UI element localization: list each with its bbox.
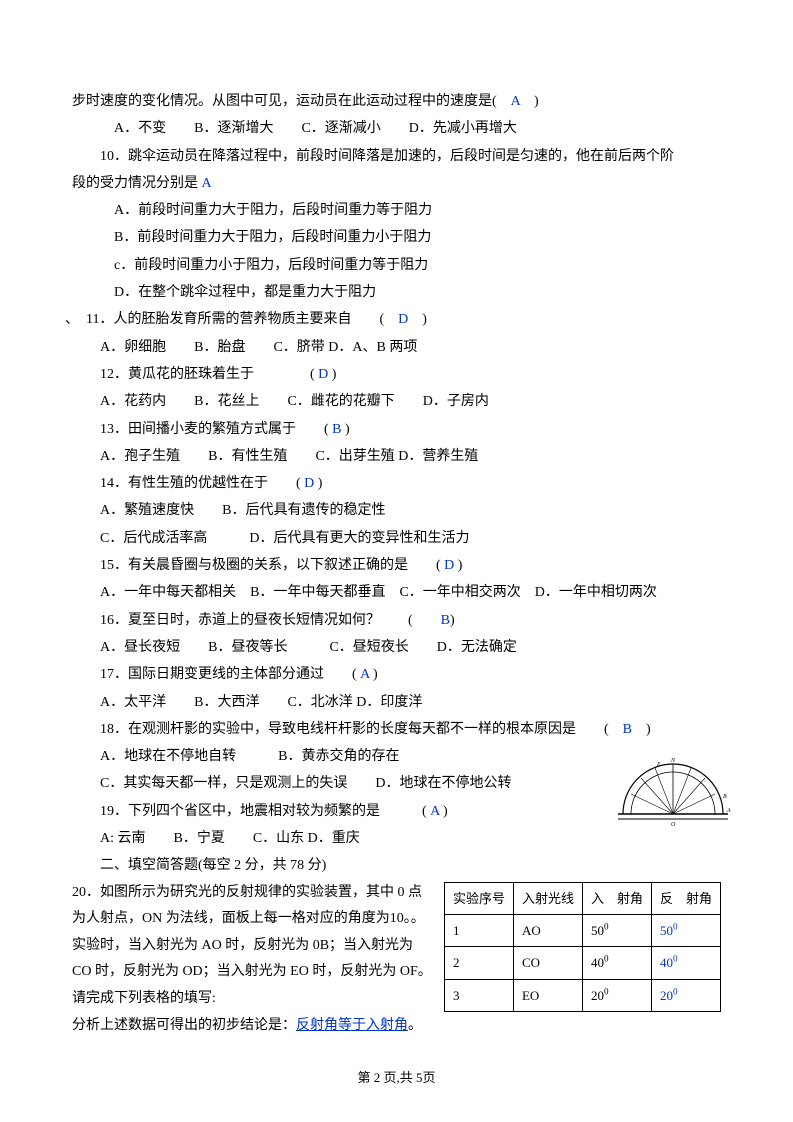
q20-container: 20．如图所示为研究光的反射规律的实验装置，其中 0 点为人射点，ON 为法线，… xyxy=(72,880,721,1040)
answer: D xyxy=(444,558,454,573)
answer: B xyxy=(441,613,450,628)
q10-opt-b: B．前段时间重力大于阻力，后段时间重力小于阻力 xyxy=(72,224,721,251)
page-footer: 第 2 页,共 5页 xyxy=(0,1065,793,1090)
section-2-header: 二、填空简答题(每空 2 分，共 78 分) xyxy=(72,852,721,879)
table-header-row: 实验序号 入射光线 入 射角 反 射角 xyxy=(444,882,720,914)
q16-stem: 16．夏至日时，赤道上的昼夜长短情况如何？ ( B) xyxy=(72,607,721,634)
text: ) xyxy=(370,667,378,682)
cell-ray: EO xyxy=(513,979,582,1011)
q13-stem: 13．田间播小麦的繁殖方式属于 ( B ) xyxy=(72,416,721,443)
text: ) xyxy=(632,722,651,737)
col-seq: 实验序号 xyxy=(444,882,513,914)
text: 16．夏至日时，赤道上的昼夜长短情况如何？ ( xyxy=(100,613,441,628)
svg-text:O: O xyxy=(671,822,676,828)
q14-opt-a: A．繁殖速度快 B．后代具有遗传的稳定性 xyxy=(72,497,721,524)
cell-ray: AO xyxy=(513,914,582,946)
q19-options: A: 云南 B．宁夏 C．山东 D．重庆 xyxy=(72,825,721,852)
text: 18．在观测杆影的实验中，导致电线杆杆影的长度每天都不一样的根本原因是 ( xyxy=(100,722,623,737)
cell-out: 400 xyxy=(651,947,720,979)
cell-out: 200 xyxy=(651,979,720,1011)
text: 段的受力情况分别是 xyxy=(72,176,202,191)
answer: D xyxy=(318,367,328,382)
marker: 、 xyxy=(65,312,72,327)
table-row: 1 AO 500 500 xyxy=(444,914,720,946)
text: 12．黄瓜花的胚珠着生于 ( xyxy=(100,367,318,382)
q20-body: 20．如图所示为研究光的反射规律的实验装置，其中 0 点为人射点，ON 为法线，… xyxy=(72,885,432,1006)
text: 17．国际日期变更线的主体部分通过 ( xyxy=(100,667,360,682)
text: ) xyxy=(342,422,350,437)
text: 19．下列四个省区中，地震相对较为频繁的是 ( xyxy=(100,804,430,819)
q10-opt-a: A．前段时间重力大于阻力，后段时间重力等于阻力 xyxy=(72,197,721,224)
svg-text:E: E xyxy=(656,762,661,768)
text: 步时速度的变化情况。从图中可见，运动员在此运动过程中的速度是( xyxy=(72,94,511,109)
cell-seq: 3 xyxy=(444,979,513,1011)
svg-text:A: A xyxy=(726,808,731,814)
col-in: 入 射角 xyxy=(582,882,651,914)
table-row: 2 CO 400 400 xyxy=(444,947,720,979)
q10-stem-2: 段的受力情况分别是 A xyxy=(72,170,721,197)
text: ) xyxy=(408,312,427,327)
cell-seq: 2 xyxy=(444,947,513,979)
answer: A xyxy=(430,804,439,819)
cell-in: 200 xyxy=(582,979,651,1011)
footer-post: 页 xyxy=(423,1070,436,1085)
footer-mid: 页,共 xyxy=(380,1070,416,1085)
q15-stem: 15．有关晨昏圈与极圈的关系，以下叙述正确的是 ( D ) xyxy=(72,552,721,579)
text: ) xyxy=(454,558,462,573)
answer: A xyxy=(202,176,212,191)
q20-conclusion-post: 。 xyxy=(408,1018,422,1033)
q-intro-options: A．不变 B．逐渐增大 C．逐渐减小 D．先减小再增大 xyxy=(72,115,721,142)
q10-stem-1: 10．跳伞运动员在降落过程中，前段时间降落是加速的，后段时间是匀速的，他在前后两… xyxy=(72,143,721,170)
q11-stem: 、 11．人的胚胎发育所需的营养物质主要来自 ( D ) xyxy=(72,306,721,333)
answer: A xyxy=(360,667,369,682)
svg-text:N: N xyxy=(670,758,676,764)
col-out: 反 射角 xyxy=(651,882,720,914)
text: ) xyxy=(440,804,448,819)
cell-seq: 1 xyxy=(444,914,513,946)
cell-ray: CO xyxy=(513,947,582,979)
q14-opt-c: C．后代成活率高 D．后代具有更大的变异性和生活力 xyxy=(72,525,721,552)
q17-stem: 17．国际日期变更线的主体部分通过 ( A ) xyxy=(72,661,721,688)
q20-conclusion-pre: 分析上述数据可得出的初步结论是： xyxy=(72,1018,296,1033)
text: 13．田间播小麦的繁殖方式属于 ( xyxy=(100,422,332,437)
q10-opt-c: c．前段时间重力小于阻力，后段时间重力等于阻力 xyxy=(72,252,721,279)
answer: D xyxy=(304,476,314,491)
table-row: 3 EO 200 200 xyxy=(444,979,720,1011)
q17-options: A．太平洋 B．大西洋 C．北冰洋 D．印度洋 xyxy=(72,689,721,716)
q13-options: A．孢子生殖 B．有性生殖 C．出芽生殖 D．营养生殖 xyxy=(72,443,721,470)
answer: B xyxy=(332,422,341,437)
text: ) xyxy=(314,476,322,491)
footer-pre: 第 xyxy=(357,1070,373,1085)
col-ray: 入射光线 xyxy=(513,882,582,914)
cell-in: 400 xyxy=(582,947,651,979)
q10-opt-d: D．在整个跳伞过程中，都是重力大于阻力 xyxy=(72,279,721,306)
text: 11．人的胚胎发育所需的营养物质主要来自 ( xyxy=(86,312,398,327)
protractor-icon: N E B A O xyxy=(613,756,733,828)
q-intro-stem: 步时速度的变化情况。从图中可见，运动员在此运动过程中的速度是( A ) xyxy=(72,88,721,115)
cell-out: 500 xyxy=(651,914,720,946)
text: ) xyxy=(328,367,336,382)
q12-stem: 12．黄瓜花的胚珠着生于 ( D ) xyxy=(72,361,721,388)
svg-text:B: B xyxy=(723,794,727,800)
answer: B xyxy=(623,722,632,737)
cell-in: 500 xyxy=(582,914,651,946)
experiment-table: 实验序号 入射光线 入 射角 反 射角 1 AO 500 500 2 CO 40… xyxy=(444,882,721,1012)
text: 14．有性生殖的优越性在于 ( xyxy=(100,476,304,491)
q15-options: A．一年中每天都相关 B．一年中每天都垂直 C．一年中相交两次 D．一年中相切两… xyxy=(72,579,721,606)
text: ) xyxy=(450,613,455,628)
text: 15．有关晨昏圈与极圈的关系，以下叙述正确的是 ( xyxy=(100,558,444,573)
q18-stem: 18．在观测杆影的实验中，导致电线杆杆影的长度每天都不一样的根本原因是 ( B … xyxy=(72,716,721,743)
q16-options: A．昼长夜短 B．昼夜等长 C．昼短夜长 D．无法确定 xyxy=(72,634,721,661)
q12-options: A．花药内 B．花丝上 C．雌花的花瓣下 D．子房内 xyxy=(72,388,721,415)
answer: A xyxy=(511,94,520,109)
answer: D xyxy=(398,312,408,327)
q20-answer: 反射角等于入射角 xyxy=(296,1018,408,1033)
text: ) xyxy=(520,94,539,109)
q20-text: 20．如图所示为研究光的反射规律的实验装置，其中 0 点为人射点，ON 为法线，… xyxy=(72,880,432,1040)
q11-options: A．卵细胞 B．胎盘 C．脐带 D．A、B 两项 xyxy=(72,334,721,361)
q14-stem: 14．有性生殖的优越性在于 ( D ) xyxy=(72,470,721,497)
